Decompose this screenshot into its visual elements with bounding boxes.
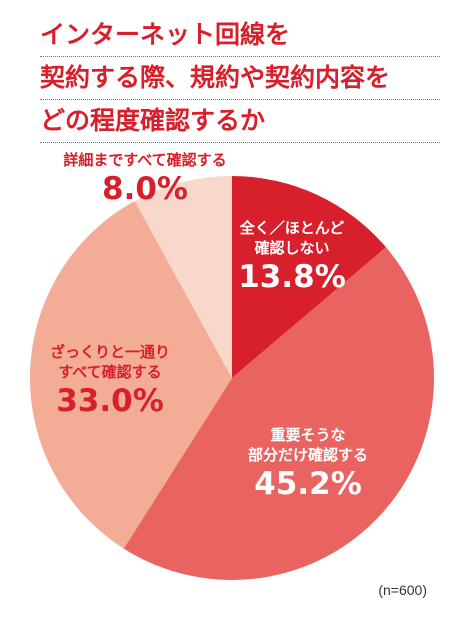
slice-label-2-1: すべて確認する [58,363,161,381]
slice-label-2-0: ざっくりと一通り [50,343,170,361]
title-line-1: インターネット回線を [40,14,440,57]
slice-value-3: 8.0% [102,171,188,207]
slice-label-3-0: 詳細まですべて確認する [63,151,226,169]
slice-value-0: 13.8% [238,259,346,295]
slice-label-1-1: 部分だけ確認する [248,446,368,464]
title-line-2: 契約する際、規約や契約内容を [40,57,440,100]
title-line-3: どの程度確認するか [40,100,440,143]
slice-label-0-1: 確認しない [253,239,329,257]
slice-label-1-0: 重要そうな [270,426,345,444]
chart-title: インターネット回線を 契約する際、規約や契約内容を どの程度確認するか [40,14,440,143]
sample-size-note: (n=600) [378,582,427,598]
pie-slice-2 [29,200,232,549]
slice-value-2: 33.0% [56,383,164,419]
pie-slice-0 [232,176,387,378]
slice-value-1: 45.2% [254,466,362,502]
pie-slice-1 [123,247,434,581]
slice-label-0-0: 全く／ほとんど [239,219,345,237]
pie-slice-3 [134,176,232,378]
